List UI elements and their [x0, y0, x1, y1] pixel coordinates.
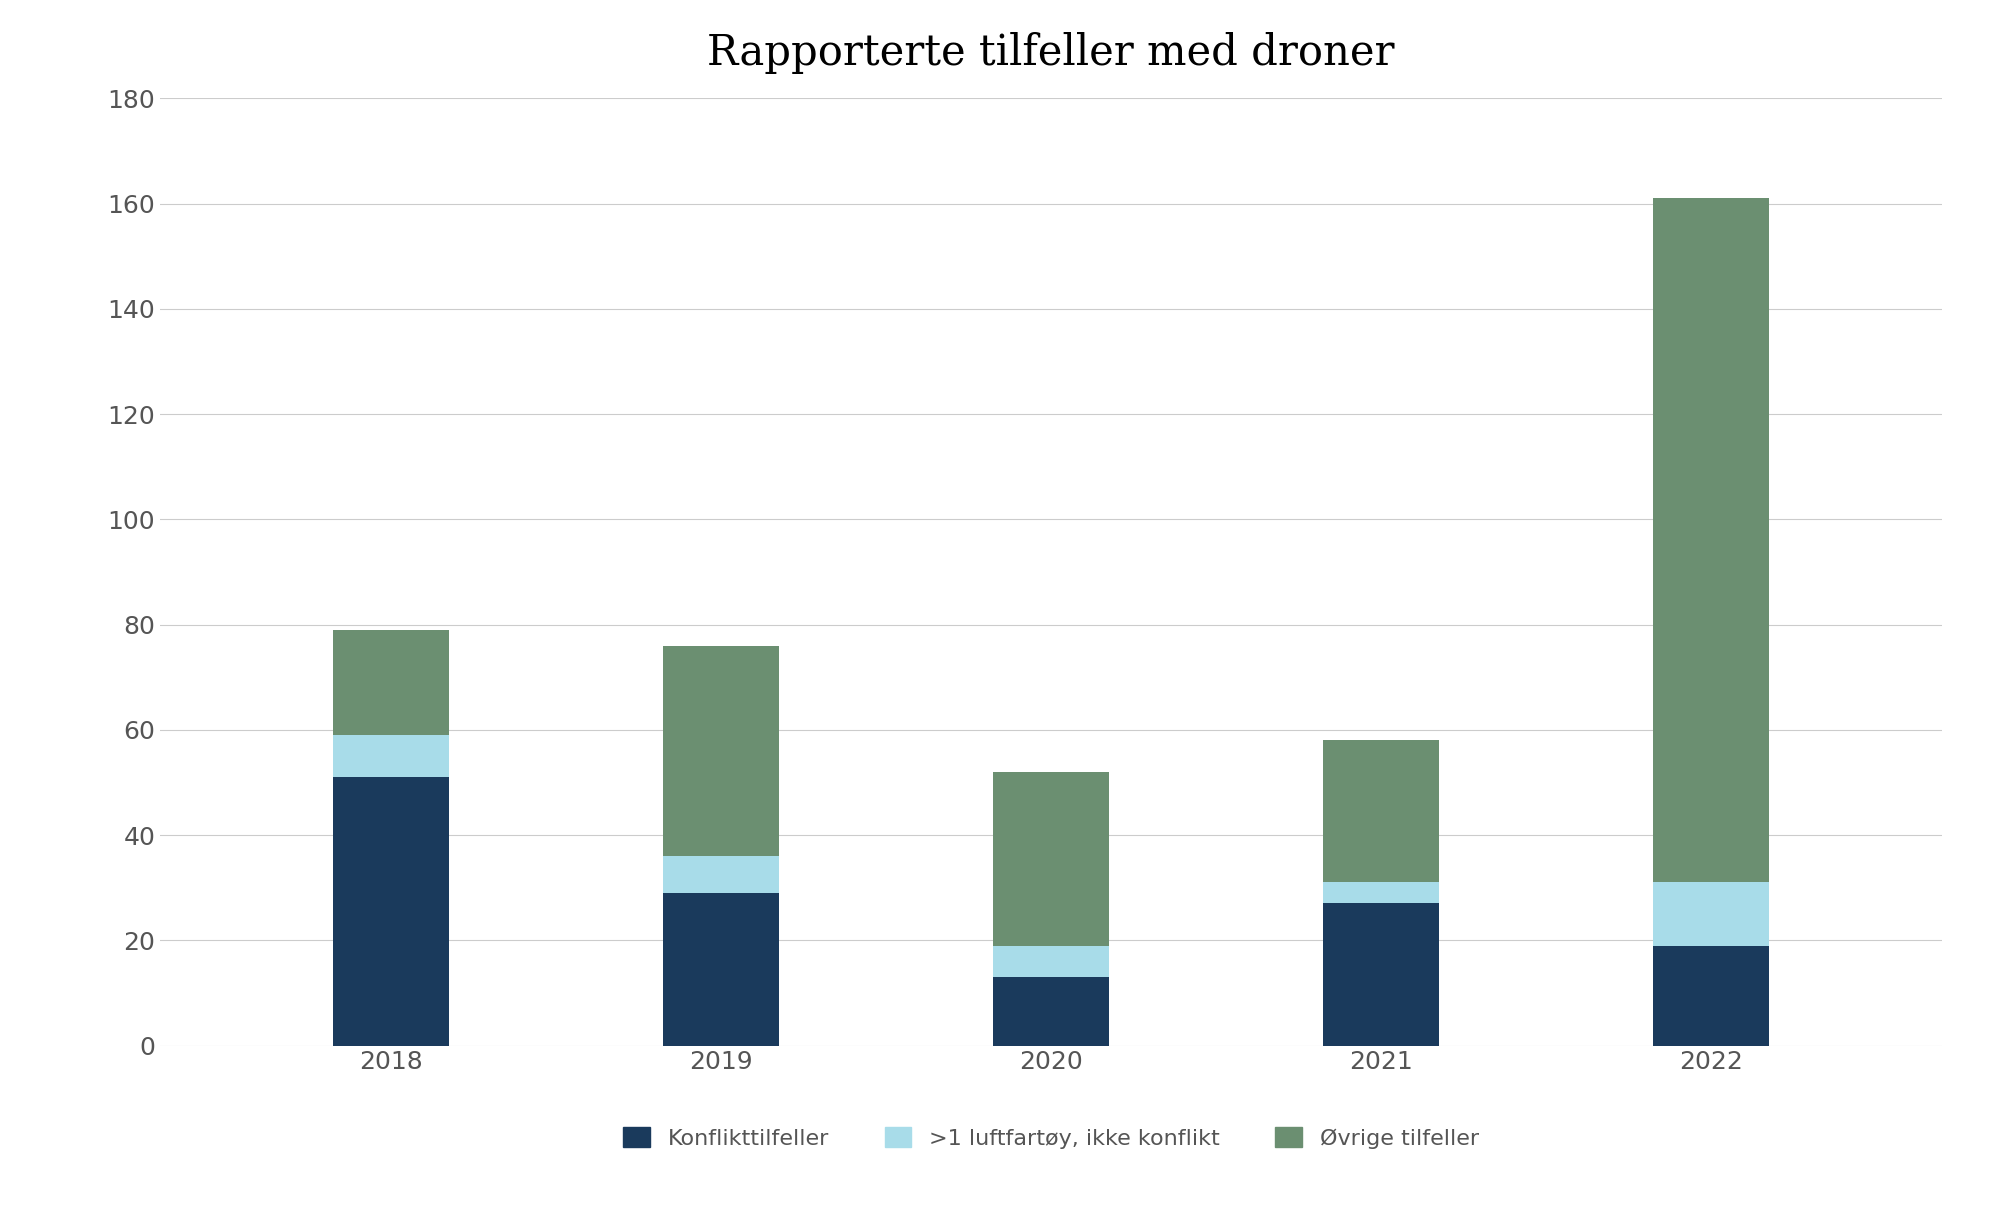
Bar	[1323, 903, 1439, 1046]
Bar	[993, 977, 1109, 1046]
Bar	[1654, 882, 1768, 946]
Bar	[663, 893, 779, 1046]
Bar	[663, 856, 779, 893]
Title: Rapporterte tilfeller med droner: Rapporterte tilfeller med droner	[707, 32, 1395, 74]
Bar	[1654, 946, 1768, 1046]
Bar	[1323, 740, 1439, 882]
Bar	[663, 646, 779, 856]
Bar	[334, 777, 448, 1046]
Bar	[334, 736, 448, 777]
Bar	[993, 946, 1109, 977]
Legend: Konflikttilfeller, >1 luftfartøy, ikke konflikt, Øvrige tilfeller: Konflikttilfeller, >1 luftfartøy, ikke k…	[615, 1118, 1487, 1157]
Bar	[334, 630, 448, 736]
Bar	[1323, 882, 1439, 903]
Bar	[993, 772, 1109, 946]
Bar	[1654, 198, 1768, 882]
